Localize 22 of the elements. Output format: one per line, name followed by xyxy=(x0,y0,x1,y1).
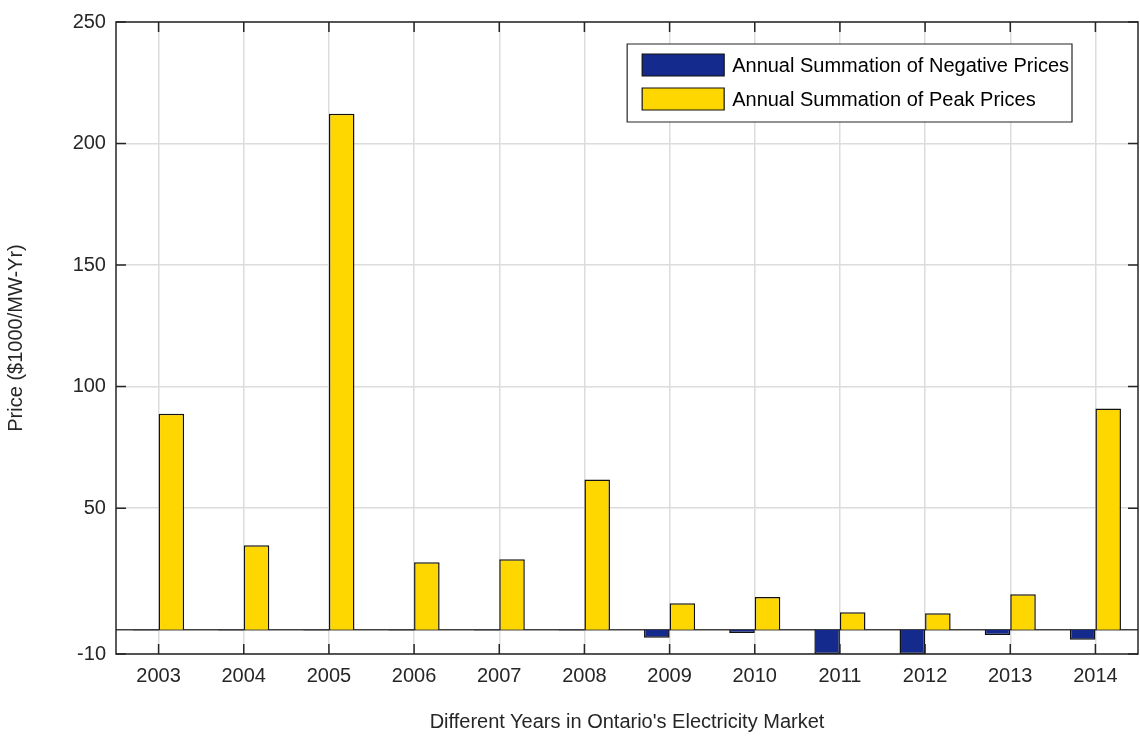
x-tick-label: 2006 xyxy=(391,663,437,686)
y-axis-title: Price ($1000/MW-Yr) xyxy=(3,244,26,432)
x-tick-label: 2011 xyxy=(818,663,862,686)
y-tick-label: 50 xyxy=(83,495,106,518)
x-tick-label: 2012 xyxy=(902,663,948,686)
y-tick-label: 250 xyxy=(72,9,106,32)
legend-label: Annual Summation of Peak Prices xyxy=(732,87,1036,110)
x-tick-label: 2013 xyxy=(988,663,1033,686)
y-tick-label: -10 xyxy=(77,641,106,664)
x-tick-label: 2009 xyxy=(647,663,692,686)
x-tick-label: 2004 xyxy=(221,663,266,686)
y-tick-label: 200 xyxy=(72,131,106,154)
x-tick-label: 2010 xyxy=(732,663,777,686)
x-tick-label: 2005 xyxy=(306,663,352,686)
y-tick-label: 150 xyxy=(72,252,106,275)
x-tick-label: 2003 xyxy=(136,663,181,686)
x-tick-label: 2008 xyxy=(562,663,607,686)
y-tick-label: 100 xyxy=(72,374,106,397)
legend-label: Annual Summation of Negative Prices xyxy=(732,53,1070,76)
x-axis-title: Different Years in Ontario's Electricity Market xyxy=(429,709,825,732)
x-tick-label: 2014 xyxy=(1073,663,1118,686)
x-tick-label: 2007 xyxy=(477,663,522,686)
